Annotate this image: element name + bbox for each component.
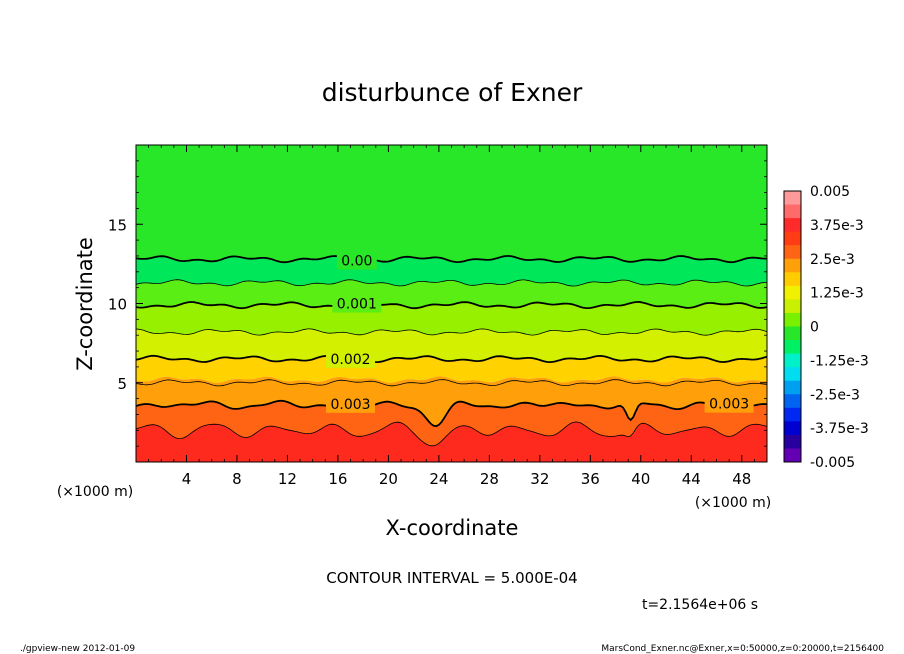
contour-label-2: 0.001 <box>337 297 377 313</box>
contour-line-5 <box>136 379 767 387</box>
time-label: t=2.1564e+06 s <box>642 597 758 613</box>
colorbar-level-6 <box>784 272 801 287</box>
contour-label-gap-2 <box>332 294 382 313</box>
contour-label-0: 0.00 <box>341 254 372 270</box>
colorbar-tick-label: 3.75e-3 <box>810 218 864 234</box>
colorbar-tick-label: 0 <box>810 320 819 336</box>
colorbar-level-1 <box>784 204 801 219</box>
colorbar-level-15 <box>784 394 801 409</box>
colorbar-level-7 <box>784 285 801 300</box>
x-tick-label: 12 <box>278 470 297 488</box>
x-unit-label: (×1000 m) <box>695 495 771 511</box>
colorbar-tick-label: 2.5e-3 <box>810 252 855 268</box>
colorbar-level-10 <box>784 326 801 341</box>
field-band-3 <box>136 301 767 336</box>
y-tick-label: 15 <box>108 216 127 234</box>
contour-lines <box>136 255 767 447</box>
contour-line-6 <box>136 399 767 428</box>
colorbar-level-18 <box>784 434 801 449</box>
contour-line-3 <box>136 328 767 336</box>
y-tick-label: 5 <box>117 375 127 393</box>
colorbar-level-0 <box>784 191 801 206</box>
chart-title: disturbunce of Exner <box>322 78 583 107</box>
colorbar-level-13 <box>784 367 801 382</box>
field-band-7 <box>136 400 767 446</box>
colorbar-level-5 <box>784 258 801 273</box>
colorbar-level-19 <box>784 448 801 463</box>
contour-label-gap-6-b <box>704 394 754 413</box>
contour-line-4 <box>136 354 767 364</box>
field-band-2 <box>136 279 767 309</box>
colorbar-level-2 <box>784 218 801 233</box>
colorbar-level-16 <box>784 407 801 422</box>
contour-label-6: 0.003 <box>330 397 370 413</box>
contour-label-4: 0.002 <box>330 352 370 368</box>
contour-field <box>136 145 767 462</box>
colorbar-level-12 <box>784 353 801 368</box>
colorbar <box>783 190 802 463</box>
y-axis-title: Z-coordinate <box>73 237 97 371</box>
x-tick-label: 32 <box>530 470 549 488</box>
y-axis-ticks: 5 10 15 <box>108 160 767 447</box>
colorbar-ticks: 0.005 3.75e-3 2.5e-3 1.25e-3 0 -1.25e-3 -2.5e-… <box>810 184 869 471</box>
field-band-5 <box>136 355 767 383</box>
footer-right: MarsCond_Exner.nc@Exner,x=0:50000,z=0:20… <box>601 644 884 654</box>
colorbar-level-8 <box>784 299 801 314</box>
x-axis-ticks: 4 8 12 16 20 24 28 32 36 40 44 48 <box>148 145 755 488</box>
x-tick-label: 48 <box>732 470 751 488</box>
colorbar-level-11 <box>784 340 801 355</box>
contour-labels: 0.00 0.001 0.002 0.003 0.003 <box>326 251 754 413</box>
contour-line-7 <box>136 421 767 447</box>
y-tick-label: 10 <box>108 296 127 314</box>
contour-line-1 <box>136 279 767 287</box>
x-tick-label: 44 <box>682 470 701 488</box>
x-axis-title: X-coordinate <box>386 516 519 540</box>
colorbar-level-17 <box>784 421 801 436</box>
y-unit-label: (×1000 m) <box>57 484 133 500</box>
x-tick-label: 36 <box>581 470 600 488</box>
contour-interval-text: CONTOUR INTERVAL = 5.000E-04 <box>326 569 577 587</box>
contour-line-2 <box>136 300 767 310</box>
field-band-4 <box>136 328 767 363</box>
contour-label-6-b: 0.003 <box>709 397 749 413</box>
x-tick-label: 16 <box>328 470 347 488</box>
colorbar-level-4 <box>784 245 801 260</box>
field-band-0 <box>136 145 767 263</box>
colorbar-tick-label: -3.75e-3 <box>810 421 869 437</box>
field-band-1 <box>136 256 767 286</box>
x-tick-label: 24 <box>429 470 448 488</box>
contour-label-gap-0 <box>336 251 377 270</box>
x-tick-label: 8 <box>232 470 242 488</box>
colorbar-level-3 <box>784 231 801 246</box>
colorbar-tick-label: -1.25e-3 <box>810 353 869 369</box>
x-tick-label: 40 <box>631 470 650 488</box>
x-tick-label: 4 <box>182 470 192 488</box>
contour-label-gap-6 <box>326 394 376 413</box>
x-tick-label: 20 <box>379 470 398 488</box>
x-tick-label: 28 <box>480 470 499 488</box>
field-band-6 <box>136 376 767 427</box>
field-band-8 <box>136 422 767 462</box>
contour-line-0 <box>136 255 767 264</box>
colorbar-level-9 <box>784 312 801 327</box>
contour-label-gap-4 <box>326 349 376 368</box>
colorbar-level-14 <box>784 380 801 395</box>
colorbar-tick-label: -2.5e-3 <box>810 387 860 403</box>
colorbar-tick-label: -0.005 <box>810 455 855 471</box>
footer-left: ./gpview-new 2012-01-09 <box>20 644 135 654</box>
colorbar-frame <box>783 190 802 463</box>
colorbar-tick-label: 1.25e-3 <box>810 286 864 302</box>
colorbar-tick-label: 0.005 <box>810 184 850 200</box>
